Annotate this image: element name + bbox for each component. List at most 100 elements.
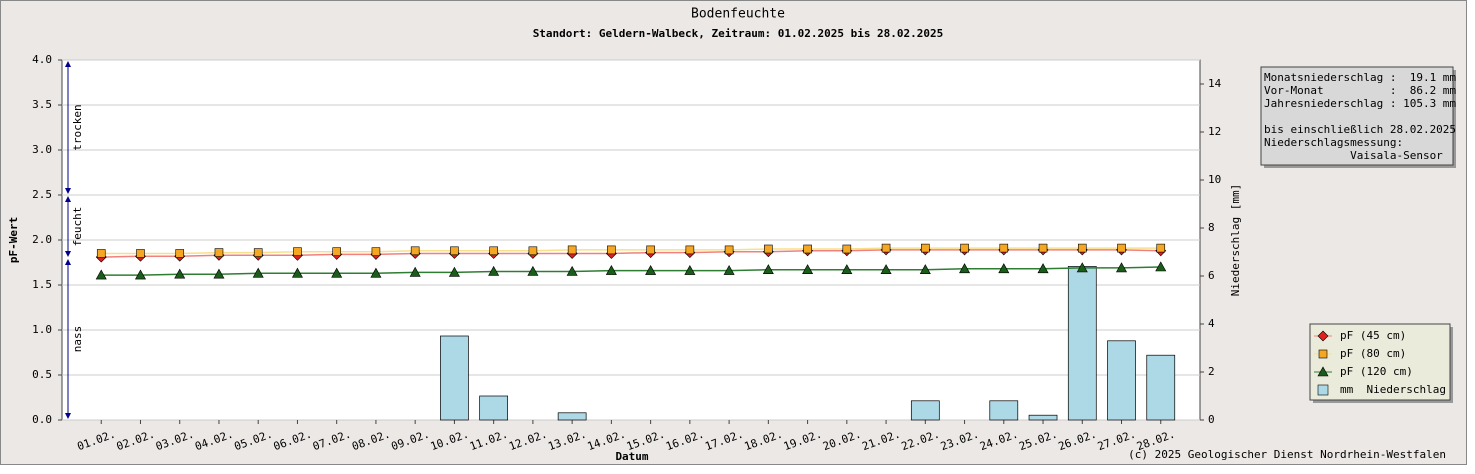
marker (1318, 349, 1328, 359)
marker (646, 245, 655, 255)
y-tick-label: 1.0 (32, 323, 52, 336)
marker (136, 249, 145, 258)
info-line: Niederschlagsmessung: (1264, 136, 1403, 149)
zone-label: feucht (71, 207, 84, 247)
marker (370, 267, 382, 278)
marker (488, 265, 500, 276)
legend (1309, 323, 1451, 401)
info-line: Vaisala-Sensor (1264, 149, 1443, 162)
marker (1077, 243, 1087, 253)
marker (724, 245, 734, 255)
marker (448, 266, 460, 277)
zone-arrowhead (65, 196, 71, 202)
marker (802, 264, 814, 275)
marker (252, 267, 264, 278)
marker (723, 264, 735, 275)
info-line: Vor-Monat : 86.2 mm (1264, 84, 1456, 97)
info-box (1260, 66, 1454, 166)
marker (919, 264, 931, 275)
marker (213, 268, 225, 279)
marker (1076, 262, 1088, 273)
zone-arrowhead (65, 413, 71, 419)
info-line: bis einschließlich 28.02.2025 (1264, 123, 1456, 136)
y2-tick-label: 2 (1208, 365, 1215, 378)
marker (331, 267, 343, 278)
marker (1156, 243, 1166, 253)
marker (881, 243, 891, 253)
zone-arrowhead (65, 61, 71, 67)
chart-title: Bodenfeuchte (691, 7, 785, 22)
marker (1037, 263, 1049, 274)
bar (479, 395, 509, 421)
bar (989, 400, 1019, 421)
marker (1038, 243, 1048, 253)
marker (1317, 330, 1329, 342)
zone-arrowhead (65, 188, 71, 194)
marker (762, 264, 774, 275)
y2-tick-label: 8 (1208, 221, 1215, 234)
marker (684, 264, 696, 275)
legend-swatch (1317, 384, 1329, 396)
marker (605, 264, 617, 275)
marker (1317, 366, 1329, 377)
y2-axis-title: Niederschlag [mm] (1229, 184, 1242, 297)
y-tick-label: 2.5 (32, 188, 52, 201)
legend-label: mm Niederschlag (1340, 383, 1446, 396)
zone-label: trocken (71, 104, 84, 150)
marker (410, 246, 420, 256)
marker (803, 244, 812, 254)
y-tick-label: 2.0 (32, 233, 52, 246)
marker (607, 245, 616, 255)
y-tick-label: 4.0 (32, 53, 52, 66)
marker (96, 249, 106, 258)
zone-arrowhead (65, 251, 71, 257)
chart-subtitle: Standort: Geldern-Walbeck, Zeitraum: 01.… (533, 27, 944, 40)
y-axis-title: pF-Wert (7, 217, 20, 263)
marker (293, 247, 302, 256)
legend-label: pF (120 cm) (1340, 365, 1413, 378)
y2-tick-label: 4 (1208, 317, 1215, 330)
marker (134, 269, 146, 280)
marker (1116, 262, 1128, 273)
marker (999, 243, 1009, 253)
info-line: Monatsniederschlag : 19.1 mm (1264, 71, 1456, 84)
marker (291, 267, 303, 278)
zone-arrowhead (65, 259, 71, 265)
marker (450, 246, 459, 256)
y2-tick-label: 6 (1208, 269, 1215, 282)
y-tick-label: 3.0 (32, 143, 52, 156)
marker (960, 243, 969, 253)
marker (371, 247, 381, 256)
footer: (c) 2025 Geologischer Dienst Nordrhein-W… (1128, 448, 1446, 461)
y-tick-label: 1.5 (32, 278, 52, 291)
marker (567, 245, 577, 255)
marker (842, 244, 852, 254)
marker (1155, 261, 1167, 272)
y2-tick-label: 10 (1208, 173, 1221, 186)
marker (174, 268, 186, 279)
marker (880, 264, 892, 275)
bar (557, 412, 587, 421)
marker (685, 245, 695, 255)
y-tick-label: 3.5 (32, 98, 52, 111)
zone-label: nass (71, 326, 84, 353)
y2-tick-label: 0 (1208, 413, 1215, 426)
marker (645, 264, 657, 275)
line (101, 266, 1161, 276)
legend-label: pF (80 cm) (1340, 347, 1406, 360)
line (101, 247, 1161, 255)
y2-tick-label: 14 (1208, 77, 1222, 90)
y-tick-label: 0.0 (32, 413, 52, 426)
marker (175, 249, 185, 258)
bar (440, 335, 469, 421)
marker (959, 263, 971, 274)
y2-tick-label: 12 (1208, 125, 1221, 138)
marker (566, 265, 578, 276)
bar (1107, 340, 1136, 421)
marker (527, 265, 539, 276)
bar (910, 400, 940, 421)
marker (841, 264, 853, 275)
info-line: Jahresniederschlag : 105.3 mm (1264, 97, 1456, 110)
line (101, 249, 1161, 258)
